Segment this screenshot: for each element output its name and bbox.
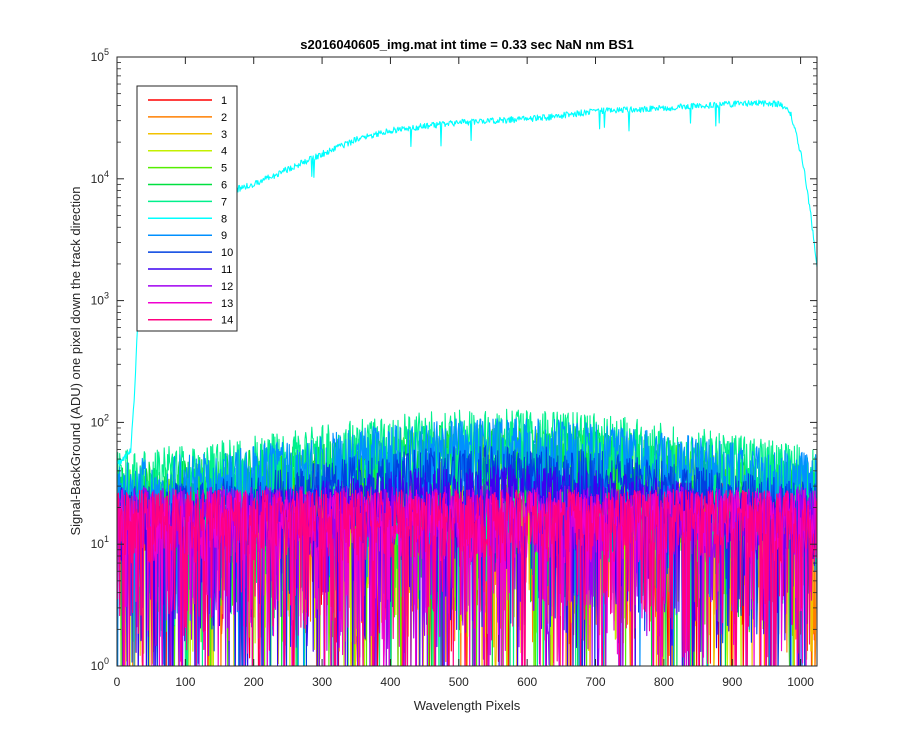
y-tick-label: 101 — [91, 534, 109, 551]
series-line-9 — [117, 417, 817, 666]
legend-label: 11 — [221, 264, 232, 276]
legend-item-9[interactable]: 9 — [148, 230, 227, 242]
x-tick-label: 600 — [517, 675, 537, 689]
legend-item-11[interactable]: 11 — [148, 264, 232, 276]
legend-item-5[interactable]: 5 — [148, 163, 227, 175]
x-tick-label: 800 — [654, 675, 674, 689]
legend-label: 2 — [221, 112, 227, 124]
series-layer — [117, 99, 817, 666]
x-tick-label: 900 — [722, 675, 742, 689]
legend-label: 13 — [221, 298, 233, 310]
legend-label: 7 — [221, 196, 227, 208]
legend-item-7[interactable]: 7 — [148, 196, 227, 208]
legend-label: 3 — [221, 129, 227, 141]
y-tick-label: 104 — [91, 169, 109, 186]
legend-item-6[interactable]: 6 — [148, 180, 227, 192]
x-tick-label: 1000 — [787, 675, 814, 689]
legend-label: 9 — [221, 230, 227, 242]
series-line-14 — [117, 489, 817, 666]
axes-box — [116, 56, 818, 667]
x-tick-label: 400 — [380, 675, 400, 689]
legend-item-3[interactable]: 3 — [148, 129, 227, 141]
x-tick-label: 100 — [175, 675, 195, 689]
y-tick-label: 105 — [91, 47, 109, 64]
x-tick-label: 500 — [449, 675, 469, 689]
legend-item-12[interactable]: 12 — [148, 281, 233, 293]
legend-item-1[interactable]: 1 — [148, 95, 227, 107]
legend-label: 8 — [221, 213, 227, 225]
y-tick-label: 100 — [91, 656, 109, 673]
legend-label: 1 — [221, 95, 227, 107]
x-tick-label: 700 — [586, 675, 606, 689]
legend-item-4[interactable]: 4 — [148, 146, 227, 158]
x-tick-label: 0 — [114, 675, 121, 689]
x-axis-label: Wavelength Pixels — [414, 698, 521, 713]
legend-item-14[interactable]: 14 — [148, 315, 233, 327]
legend-label: 10 — [221, 247, 233, 259]
chart-title: s2016040605_img.mat int time = 0.33 sec … — [300, 37, 634, 52]
legend-label: 4 — [221, 146, 227, 158]
y-tick-label: 102 — [91, 412, 109, 429]
legend-label: 14 — [221, 315, 233, 327]
legend-box — [136, 85, 238, 332]
legend-label: 6 — [221, 180, 227, 192]
x-tick-label: 300 — [312, 675, 332, 689]
x-tick-label: 200 — [244, 675, 264, 689]
legend-item-8[interactable]: 8 — [148, 213, 227, 225]
legend-item-13[interactable]: 13 — [148, 298, 233, 310]
legend-label: 12 — [221, 281, 233, 293]
y-axis-label: Signal-BackGround (ADU) one pixel down t… — [68, 186, 83, 535]
tick-layer: 0 100 200 300 400 500 600 700 800 900 100010010110… — [91, 47, 817, 689]
y-tick-label: 103 — [91, 291, 109, 308]
legend-label: 5 — [221, 163, 227, 175]
legend-item-10[interactable]: 10 — [148, 247, 233, 259]
legend-item-2[interactable]: 2 — [148, 112, 227, 124]
